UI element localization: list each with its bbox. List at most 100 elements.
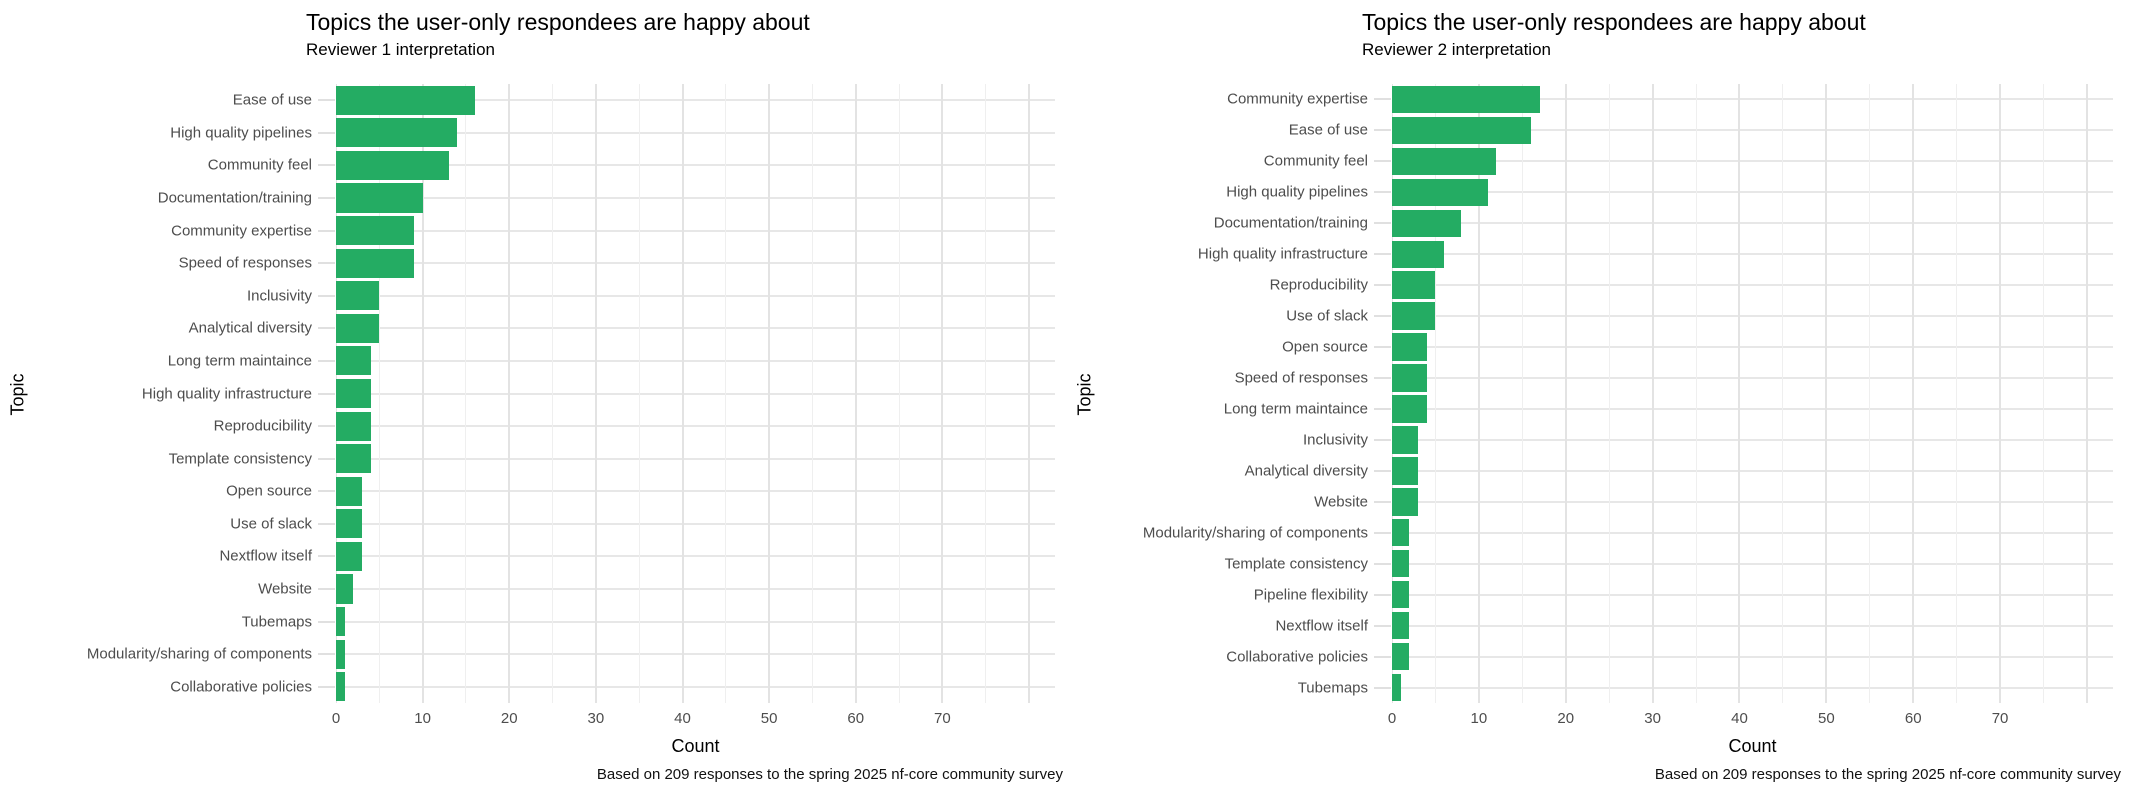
bar [336, 672, 345, 702]
x-gridline-major [1999, 84, 2002, 703]
x-gridline-major [1477, 84, 1480, 703]
bar [336, 346, 371, 376]
category-label: Reproducibility [1269, 276, 1368, 294]
category-label: Community feel [1263, 152, 1368, 170]
bar [1392, 611, 1410, 640]
x-gridline-minor [725, 84, 727, 703]
y-axis-tick [318, 164, 335, 167]
y-gridline [1392, 160, 2113, 163]
category-label: Speed of responses [1234, 369, 1368, 387]
bar [1392, 85, 1540, 114]
bar [336, 313, 380, 343]
plot-panel [1392, 84, 2113, 703]
y-gridline [1392, 438, 2113, 441]
x-gridline-major [854, 84, 857, 703]
y-gridline [336, 164, 1055, 167]
category-label: Reproducibility [213, 417, 312, 435]
x-gridline-minor [465, 84, 467, 703]
y-gridline [1392, 500, 2113, 503]
y-gridline [336, 425, 1055, 428]
bar [1392, 642, 1410, 671]
x-gridline-minor [1521, 84, 1523, 703]
x-gridline-major [1651, 84, 1654, 703]
category-label: Inclusivity [1302, 431, 1368, 449]
x-gridline-minor [1695, 84, 1697, 703]
category-label: Inclusivity [246, 287, 312, 305]
x-tick-label: 0 [1387, 710, 1397, 727]
y-gridline [1392, 686, 2113, 689]
y-gridline [336, 229, 1055, 232]
y-gridline [336, 392, 1055, 395]
x-gridline-minor [811, 84, 813, 703]
x-gridline-major [681, 84, 684, 703]
y-gridline [1392, 284, 2113, 287]
category-label: Ease of use [232, 91, 312, 109]
x-gridline-minor [1782, 84, 1784, 703]
bar [336, 541, 362, 571]
x-tick-label: 30 [587, 710, 605, 727]
y-gridline [336, 99, 1055, 102]
category-label: Modularity/sharing of components [86, 645, 312, 663]
bar [336, 85, 475, 115]
y-axis-tick [318, 327, 335, 330]
y-axis-tick [318, 294, 335, 297]
x-gridline-major [1564, 84, 1567, 703]
y-axis-tick [1374, 160, 1391, 163]
bar [1392, 178, 1488, 207]
category-label: Tubemaps [1297, 679, 1368, 697]
category-label: Use of slack [230, 515, 312, 533]
category-label: Documentation/training [1213, 214, 1368, 232]
x-gridline-minor [1956, 84, 1958, 703]
y-axis-tick [318, 653, 335, 656]
bar [1392, 426, 1419, 454]
x-tick-label: 40 [1731, 710, 1748, 727]
bar-chart-reviewer-2: Topics the user-only respondees are happ… [1067, 0, 2133, 800]
bar [336, 248, 414, 278]
category-label: High quality pipelines [170, 124, 312, 142]
x-tick-label: 0 [331, 710, 341, 727]
bar-chart-reviewer-1: Topics the user-only respondees are happ… [0, 0, 1066, 800]
bar [336, 574, 354, 604]
y-axis-tick [318, 131, 335, 134]
y-axis-tick [318, 555, 335, 558]
category-label: Documentation/training [157, 189, 312, 207]
y-gridline [1392, 222, 2113, 225]
chart-title: Topics the user-only respondees are happ… [1362, 9, 1866, 35]
category-label: Nextflow itself [1275, 617, 1368, 635]
chart-caption: Based on 209 responses to the spring 202… [1654, 766, 2121, 783]
y-axis-tick [318, 392, 335, 395]
x-tick-label: 30 [1644, 710, 1661, 727]
x-gridline-minor [1869, 84, 1871, 703]
bar [336, 150, 449, 180]
x-gridline-minor [638, 84, 640, 703]
y-axis-tick [1374, 562, 1391, 565]
y-gridline [336, 131, 1055, 134]
y-axis-tick [318, 99, 335, 102]
category-label: Use of slack [1286, 307, 1368, 325]
y-axis-tick [1374, 315, 1391, 318]
bar [1392, 550, 1410, 578]
y-axis-tick [1374, 438, 1391, 441]
category-label: Tubemaps [241, 613, 312, 631]
x-axis-title: Count [671, 736, 720, 756]
y-axis-tick [1374, 686, 1391, 689]
y-gridline [1392, 253, 2113, 256]
bar [1392, 333, 1427, 361]
y-gridline [1392, 655, 2113, 658]
y-gridline [336, 262, 1055, 265]
chart-caption: Based on 209 responses to the spring 202… [596, 766, 1063, 783]
y-axis-tick [318, 197, 335, 200]
x-gridline-minor [552, 84, 554, 703]
x-gridline-major [1738, 84, 1741, 703]
y-axis-tick [318, 685, 335, 688]
y-gridline [1392, 346, 2113, 349]
y-gridline [1392, 98, 2113, 101]
category-label: Open source [1282, 338, 1368, 356]
bar [1392, 271, 1436, 299]
category-label: Community expertise [171, 222, 312, 240]
y-gridline [336, 522, 1055, 525]
x-gridline-minor [1608, 84, 1610, 703]
y-gridline [1392, 531, 2113, 534]
bar [336, 639, 345, 669]
y-axis-tick [318, 522, 335, 525]
